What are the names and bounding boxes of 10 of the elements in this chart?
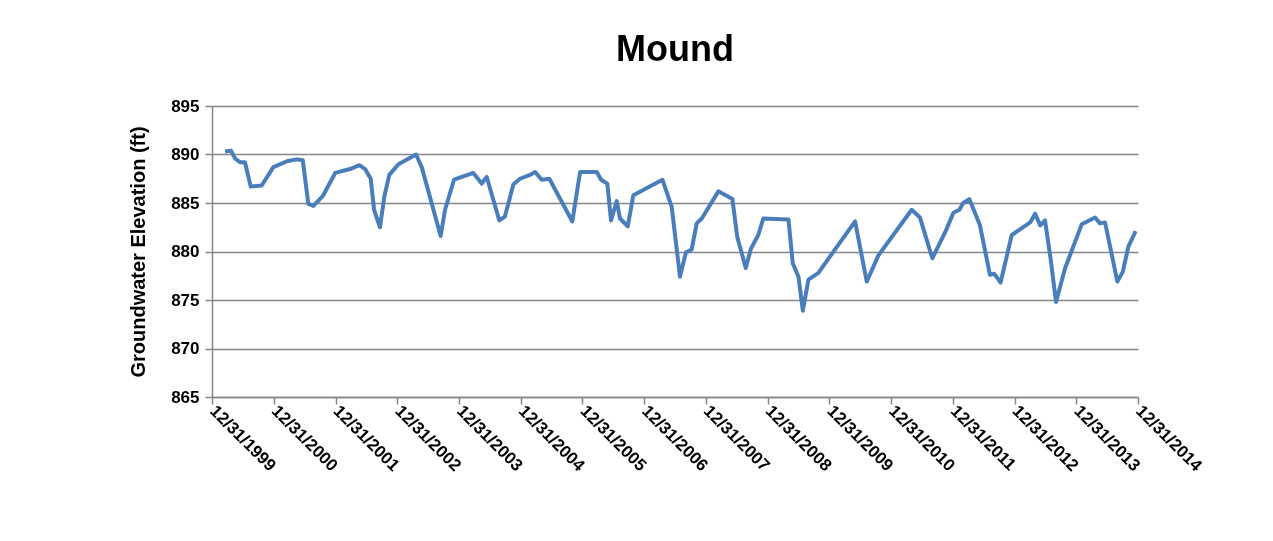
y-tick-label: 885 (171, 193, 200, 213)
y-tick-label: 865 (171, 387, 200, 407)
y-axis-title: Groundwater Elevation (ft) (127, 126, 150, 378)
line-series (223, 148, 1138, 313)
y-tick-label: 880 (171, 242, 200, 261)
y-tick-label: 870 (171, 339, 200, 358)
y-tick-label: 875 (171, 290, 200, 310)
y-tick-label: 895 (171, 96, 200, 116)
chart-title: Mound (616, 28, 734, 69)
y-tick-label: 890 (171, 145, 200, 164)
